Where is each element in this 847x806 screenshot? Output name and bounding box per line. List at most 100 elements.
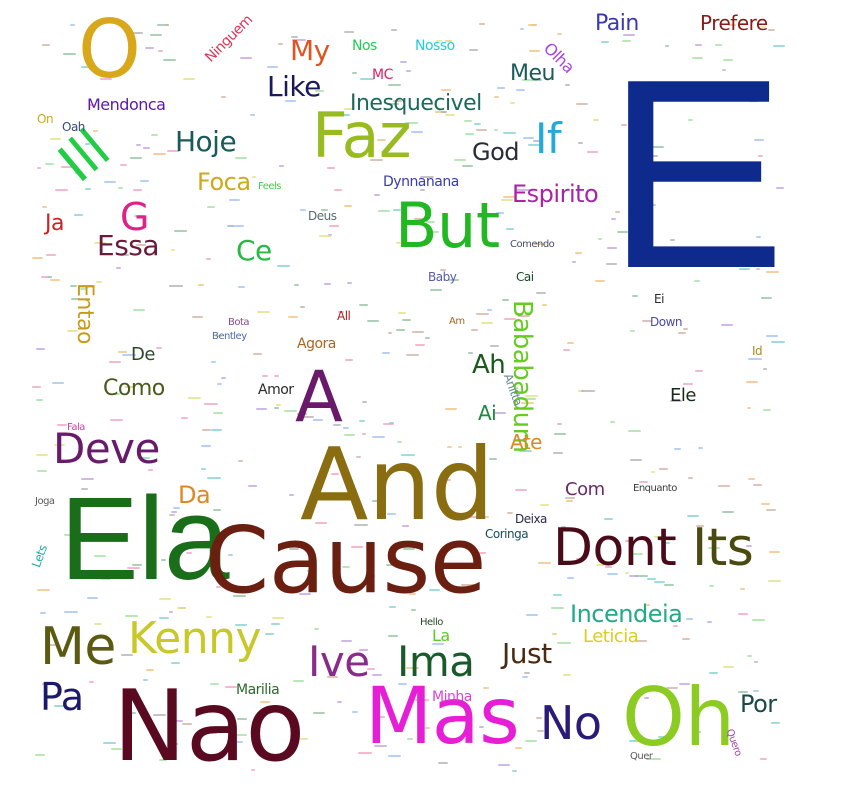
cloud-word-nos: Nos <box>352 38 377 54</box>
filler-word-mark <box>352 711 358 713</box>
filler-word-mark <box>151 134 158 136</box>
filler-word-mark <box>575 252 582 254</box>
filler-word-mark <box>356 456 361 458</box>
filler-word-mark <box>525 740 537 742</box>
cloud-word-a: A <box>295 356 343 438</box>
filler-word-mark <box>183 78 195 80</box>
filler-word-mark <box>625 572 629 574</box>
filler-word-mark <box>163 59 176 61</box>
filler-word-mark <box>343 114 350 116</box>
filler-word-mark <box>430 289 442 291</box>
filler-word-mark <box>639 481 648 483</box>
filler-word-mark <box>429 589 440 591</box>
filler-word-mark <box>61 166 73 168</box>
cloud-word-me: Me <box>40 617 116 677</box>
filler-word-mark <box>368 575 375 577</box>
filler-word-mark <box>444 720 455 722</box>
filler-word-mark <box>42 683 51 685</box>
filler-word-mark <box>87 597 98 599</box>
cloud-word-leticia: Leticia <box>583 626 639 647</box>
filler-word-mark <box>388 332 392 334</box>
filler-word-mark <box>383 423 394 425</box>
filler-word-mark <box>694 280 700 282</box>
filler-word-mark <box>465 133 474 135</box>
filler-word-mark <box>173 507 180 509</box>
filler-word-mark <box>738 613 748 615</box>
filler-word-mark <box>378 210 390 212</box>
filler-word-mark <box>358 752 372 754</box>
filler-word-mark <box>213 509 221 511</box>
filler-word-mark <box>504 318 516 320</box>
filler-word-mark <box>567 342 574 344</box>
filler-word-mark <box>211 361 216 363</box>
filler-word-mark <box>458 446 462 448</box>
filler-word-mark <box>235 157 247 159</box>
filler-word-mark <box>89 681 94 683</box>
filler-word-mark <box>158 50 163 52</box>
filler-word-mark <box>766 271 779 273</box>
filler-word-mark <box>270 707 276 709</box>
cloud-word-incendeia: Incendeia <box>570 600 683 628</box>
filler-word-mark <box>237 718 247 720</box>
filler-word-mark <box>761 503 770 505</box>
filler-word-mark <box>382 352 390 354</box>
filler-word-mark <box>503 196 515 198</box>
filler-word-mark <box>708 547 720 549</box>
filler-word-mark <box>773 45 785 47</box>
filler-word-mark <box>683 383 693 385</box>
filler-word-mark <box>432 653 439 655</box>
filler-word-mark <box>593 119 599 121</box>
filler-word-mark <box>557 33 562 35</box>
filler-word-mark <box>688 477 693 479</box>
cloud-word-pain: Pain <box>595 11 639 36</box>
filler-word-mark <box>327 167 335 169</box>
filler-word-mark <box>36 454 48 456</box>
filler-word-mark <box>351 546 363 548</box>
filler-word-mark <box>235 624 247 626</box>
filler-word-mark <box>80 288 86 290</box>
filler-word-mark <box>494 129 498 131</box>
filler-word-mark <box>94 555 106 557</box>
filler-word-mark <box>613 540 619 542</box>
filler-word-mark <box>425 337 430 339</box>
filler-word-mark <box>611 218 616 220</box>
filler-word-mark <box>250 114 255 116</box>
cloud-word-kenny: Kenny <box>128 613 262 664</box>
filler-word-mark <box>362 401 367 403</box>
filler-word-mark <box>649 758 661 760</box>
filler-word-mark <box>529 50 540 52</box>
filler-word-mark <box>666 687 678 689</box>
filler-word-mark <box>125 712 136 714</box>
filler-word-mark <box>132 564 142 566</box>
filler-word-mark <box>563 349 570 351</box>
filler-word-mark <box>670 400 682 402</box>
filler-word-mark <box>737 262 744 264</box>
filler-word-mark <box>136 144 141 146</box>
filler-word-mark <box>145 47 154 49</box>
filler-word-mark <box>181 417 188 419</box>
filler-word-mark <box>165 24 169 26</box>
filler-word-mark <box>50 138 61 140</box>
cloud-word-but: But <box>395 189 500 262</box>
filler-word-mark <box>405 122 418 124</box>
filler-word-mark <box>553 452 563 454</box>
cloud-word-if: If <box>535 114 562 163</box>
filler-word-mark <box>707 621 712 623</box>
filler-word-mark <box>625 540 630 542</box>
filler-word-mark <box>231 737 235 739</box>
filler-word-mark <box>201 445 211 447</box>
filler-word-mark <box>521 402 534 404</box>
filler-word-mark <box>723 59 733 61</box>
filler-word-mark <box>186 552 192 554</box>
filler-word-mark <box>747 407 751 409</box>
filler-word-mark <box>536 717 542 719</box>
filler-word-mark <box>265 633 274 635</box>
filler-word-mark <box>125 615 138 617</box>
cloud-word-de: De <box>131 344 155 365</box>
filler-word-mark <box>444 479 451 481</box>
filler-word-mark <box>651 471 655 473</box>
filler-word-mark <box>110 419 123 421</box>
filler-word-mark <box>635 575 648 577</box>
cloud-word-mas: Mas <box>365 672 520 762</box>
cloud-word-no: No <box>540 696 602 750</box>
